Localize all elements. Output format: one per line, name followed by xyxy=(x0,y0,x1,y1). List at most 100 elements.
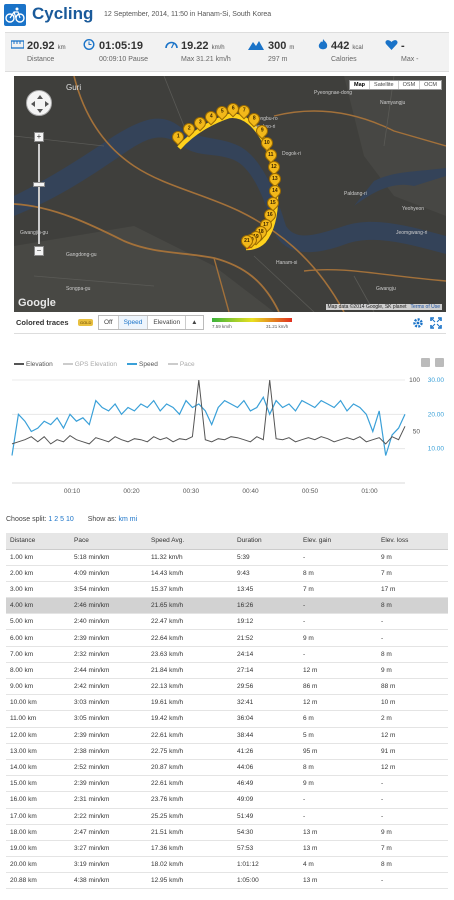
table-row[interactable]: 6.00 km 2:39 min/km 22.64 km/h 21:52 9 m- xyxy=(6,629,448,647)
unit-mi[interactable]: mi xyxy=(129,516,138,523)
settings-gear-icon[interactable] xyxy=(412,316,424,328)
table-row[interactable]: 5.00 km 2:40 min/km 22.47 km/h 19:12- - xyxy=(6,613,448,631)
table-cell: 1:05:00 xyxy=(233,872,299,890)
table-cell: 25.25 km/h xyxy=(147,808,233,825)
calories-label: Calories xyxy=(331,56,357,63)
table-cell: 3:05 min/km xyxy=(70,710,147,728)
legend-gps-elevation[interactable]: GPS Elevation xyxy=(62,361,117,368)
map-label: Jeomgwang-ri xyxy=(396,230,428,236)
table-row[interactable]: 13.00 km 2:38 min/km 22.75 km/h 41:26 95 m 91… xyxy=(6,743,448,760)
table-cell: 2:32 min/km xyxy=(70,646,147,663)
duration-label: 00:09:10 Pause xyxy=(99,56,149,63)
table-row[interactable]: 9.00 km 2:42 min/km 22.13 km/h 29:56 86 m 88 … xyxy=(6,678,448,696)
table-cell: - xyxy=(377,613,448,631)
map-controls: Colored traces GOLD Off Speed Elevation … xyxy=(14,312,446,334)
table-cell: 1:01:12 xyxy=(233,856,299,874)
pan-control[interactable] xyxy=(26,90,52,116)
speed-unit: km/h xyxy=(211,45,225,51)
zoom-out-button[interactable]: − xyxy=(34,246,44,256)
split-option-5[interactable]: 5 xyxy=(60,516,65,523)
map-label: Gangdong-gu xyxy=(66,252,97,258)
unit-km[interactable]: km xyxy=(118,516,128,523)
table-cell: 3:03 min/km xyxy=(70,694,147,712)
col-elev-gain[interactable]: Elev. gain xyxy=(299,533,377,550)
split-option-10[interactable]: 10 xyxy=(66,516,74,523)
table-cell: 7 m xyxy=(377,565,448,582)
table-row[interactable]: 1.00 km 5:18 min/km 11.32 km/h 5:39-9 m xyxy=(6,549,448,566)
route-map[interactable]: Guri Dongbu-ro Deokso-ri Pyeongnae-dong … xyxy=(14,76,446,312)
x-tick-label: 00:50 xyxy=(302,488,319,495)
legend-elevation[interactable]: Elevation xyxy=(14,361,53,368)
legend-pace[interactable]: Pace xyxy=(167,361,195,368)
split-option-1[interactable]: 1 xyxy=(48,516,53,523)
trace-dropdown-button[interactable]: ▲ xyxy=(191,319,198,326)
zoom-slider-track[interactable] xyxy=(38,144,40,244)
map-type-satellite-button[interactable]: Satellite xyxy=(370,81,399,89)
table-cell: 88 m xyxy=(377,678,448,696)
terms-link[interactable]: Terms of Use xyxy=(410,304,440,310)
map-attribution: Map data ©2014 Google, SK planet Terms o… xyxy=(325,304,442,310)
choose-split-label: Choose split: xyxy=(6,516,47,523)
table-cell: 12.00 km xyxy=(6,727,70,744)
distance-label: Distance xyxy=(27,56,55,63)
table-row[interactable]: 16.00 km 2:31 min/km 23.76 km/h 49:09- - xyxy=(6,791,448,809)
table-row[interactable]: 15.00 km 2:39 min/km 22.61 km/h 46:49 9 m- xyxy=(6,775,448,793)
table-row[interactable]: 12.00 km 2:39 min/km 22.61 km/h 38:44 5 m 12 … xyxy=(6,727,448,744)
legend-speed[interactable]: Speed xyxy=(127,361,158,368)
table-cell: 19.61 km/h xyxy=(147,694,233,712)
col-distance[interactable]: Distance xyxy=(6,533,70,550)
trace-speed-button[interactable]: Speed xyxy=(118,316,149,329)
table-cell: 21.65 km/h xyxy=(147,597,233,615)
clock-icon xyxy=(83,39,95,50)
y-right-tick-label: 30.00 xyxy=(428,377,445,384)
table-cell: 46:49 xyxy=(233,775,299,793)
map-type-osm-button[interactable]: OSM xyxy=(399,81,421,89)
table-cell: 3:54 min/km xyxy=(70,581,147,599)
table-row[interactable]: 14.00 km 2:52 min/km 20.87 km/h 44:06 8 m 12 … xyxy=(6,759,448,777)
table-cell: - xyxy=(299,597,377,615)
col-duration[interactable]: Duration xyxy=(233,533,299,550)
col-speed[interactable]: Speed Avg. xyxy=(147,533,233,550)
y-right-tick-label: 20.00 xyxy=(428,411,445,418)
x-tick-label: 01:00 xyxy=(361,488,378,495)
split-option-2[interactable]: 2 xyxy=(54,516,59,523)
flame-icon xyxy=(318,39,328,50)
table-row[interactable]: 4.00 km 2:46 min/km 21.65 km/h 16:26-8 m xyxy=(6,597,448,615)
map-type-map-button[interactable]: Map xyxy=(350,81,371,89)
table-row[interactable]: 20.88 km 4:38 min/km 12.95 km/h 1:05:00 13 m… xyxy=(6,872,448,890)
trace-elevation-button[interactable]: Elevation xyxy=(148,316,187,329)
map-label: Namyangju xyxy=(380,100,406,106)
zoom-in-button[interactable]: + xyxy=(34,132,44,142)
table-row[interactable]: 10.00 km 3:03 min/km 19.61 km/h 32:41 12 m 10… xyxy=(6,694,448,712)
table-row[interactable]: 17.00 km 2:22 min/km 25.25 km/h 51:49- - xyxy=(6,808,448,825)
table-cell: 9:43 xyxy=(233,565,299,582)
fullscreen-icon[interactable] xyxy=(430,316,442,329)
map-label: Gwangjin-gu xyxy=(20,230,49,236)
zoom-slider-handle[interactable] xyxy=(33,182,45,187)
table-row[interactable]: 3.00 km 3:54 min/km 15.37 km/h 13:45 7 m 17 m xyxy=(6,581,448,599)
speed-color-scale xyxy=(212,318,292,322)
map-label: Dogok-ri xyxy=(282,151,301,157)
print-icon[interactable] xyxy=(421,358,430,367)
table-cell: 23.63 km/h xyxy=(147,646,233,663)
col-pace[interactable]: Pace xyxy=(70,533,147,550)
table-cell: 12.95 km/h xyxy=(147,872,233,890)
table-cell: 13:45 xyxy=(233,581,299,599)
trace-off-button[interactable]: Off xyxy=(99,316,119,329)
table-cell: 14.43 km/h xyxy=(147,565,233,582)
download-icon[interactable] xyxy=(435,358,444,367)
map-type-ocm-button[interactable]: OCM xyxy=(424,82,437,88)
table-cell: - xyxy=(299,791,377,809)
table-cell: 9 m xyxy=(299,629,377,647)
col-elev-loss[interactable]: Elev. loss xyxy=(377,533,448,550)
table-cell: 13 m xyxy=(299,872,377,890)
table-row[interactable]: 7.00 km 2:32 min/km 23.63 km/h 24:14-8 m xyxy=(6,646,448,663)
table-cell: 11.32 km/h xyxy=(147,549,233,566)
table-cell: 19:12 xyxy=(233,613,299,631)
